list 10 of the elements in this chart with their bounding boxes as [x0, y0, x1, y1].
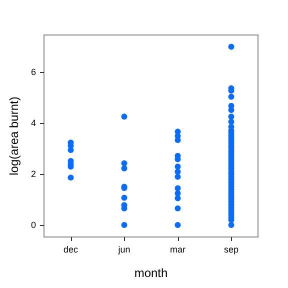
y-tick-label: 6 [30, 66, 36, 77]
y-tick-label: 2 [30, 169, 36, 180]
x-tick-label: jun [117, 244, 130, 254]
x-tick-label: mar [170, 244, 186, 254]
y-tick-label: 0 [30, 220, 36, 230]
y-tick-label: 4 [30, 118, 36, 128]
x-axis-title: month [134, 266, 168, 280]
x-tick-label: sep [224, 244, 239, 254]
y-axis-title: log(area burnt) [7, 96, 21, 176]
x-tick-label: dec [63, 244, 79, 254]
